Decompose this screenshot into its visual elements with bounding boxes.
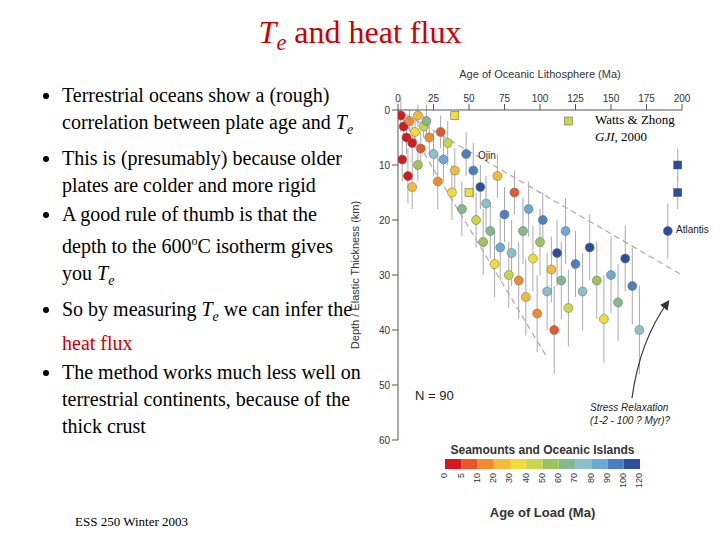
html-text:Age of Oceanic Lithosphere (Ma: Age of Oceanic Lithosphere (Ma): [459, 68, 621, 80]
svg-text:200: 200: [674, 93, 691, 104]
svg-text:60: 60: [379, 435, 391, 446]
svg-text:80: 80: [586, 473, 596, 483]
svg-text:50: 50: [379, 380, 391, 391]
html-text:Seamounts and Oceanic Islands: Seamounts and Oceanic Islands: [450, 443, 635, 457]
svg-text:60: 60: [553, 473, 563, 483]
html-text:GJI, 2000: GJI, 2000: [595, 129, 647, 144]
svg-text:175: 175: [638, 93, 655, 104]
svg-text:70: 70: [569, 473, 579, 483]
svg-text:10: 10: [379, 160, 391, 171]
svg-text:10: 10: [472, 473, 482, 483]
html-text:Depth / Elastic Thickness (km): Depth / Elastic Thickness (km): [349, 200, 361, 350]
html-text:Watts & Zhong: Watts & Zhong: [595, 112, 675, 127]
svg-text:0: 0: [439, 473, 449, 478]
html-text:ESS 250 Winter 2003: ESS 250 Winter 2003: [75, 514, 188, 529]
svg-text:100: 100: [532, 93, 549, 104]
svg-text:30: 30: [379, 270, 391, 281]
svg-text:40: 40: [379, 325, 391, 336]
svg-text:30: 30: [504, 473, 514, 483]
html-text:Ojin: Ojin: [478, 150, 496, 161]
svg-text:100: 100: [618, 473, 628, 488]
svg-text:20: 20: [488, 473, 498, 483]
svg-text:25: 25: [428, 93, 440, 104]
svg-text:50: 50: [537, 473, 547, 483]
svg-text:120: 120: [634, 473, 644, 488]
html-text:So by measuring Tewe can infer: So by measuring Tewe can infer the: [62, 297, 352, 324]
svg-text:0: 0: [395, 93, 401, 104]
html-text:Terrestrial oceans show a (rou: Terrestrial oceans show a (rough) correl…: [62, 84, 354, 137]
svg-text:5: 5: [456, 473, 466, 478]
html-text:The method works much less wel: The method works much less well on terre…: [62, 360, 361, 437]
html-text:This is (presumably) because o: This is (presumably) because older plate…: [62, 147, 342, 196]
svg-text:90: 90: [602, 473, 612, 483]
svg-text:50: 50: [463, 93, 475, 104]
html-text:Age of Load (Ma): Age of Load (Ma): [489, 505, 596, 520]
svg-text:125: 125: [567, 93, 584, 104]
svg-text:75: 75: [499, 93, 511, 104]
html-text:Atlantis: Atlantis: [676, 224, 709, 235]
html-text:Stress Relaxation: Stress Relaxation: [590, 402, 669, 413]
html-text:Teand heat flux: Teand heat flux: [258, 14, 462, 56]
html-text:N = 90: N = 90: [415, 388, 454, 403]
html-text:(1-2 - 100 ? Myr)?: (1-2 - 100 ? Myr)?: [590, 415, 670, 426]
html-text:heat flux: heat flux: [62, 331, 133, 354]
svg-text:20: 20: [379, 215, 391, 226]
svg-text:40: 40: [521, 473, 531, 483]
svg-text:150: 150: [603, 93, 620, 104]
svg-text:0: 0: [384, 105, 390, 116]
html-text:A good rule of thumb is that t: A good rule of thumb is that the depth t…: [62, 203, 333, 288]
